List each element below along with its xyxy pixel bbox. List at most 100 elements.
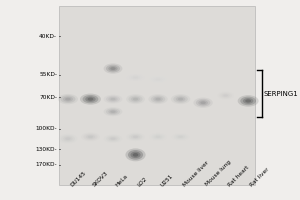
Ellipse shape	[104, 134, 122, 143]
Ellipse shape	[106, 96, 120, 102]
Ellipse shape	[148, 94, 168, 104]
Ellipse shape	[127, 74, 144, 81]
Ellipse shape	[128, 150, 143, 160]
Text: 100KD-: 100KD-	[36, 126, 57, 131]
Ellipse shape	[176, 97, 185, 102]
Ellipse shape	[61, 135, 75, 142]
Text: SKOV3: SKOV3	[92, 170, 109, 187]
Text: Mouse lung: Mouse lung	[204, 160, 232, 187]
Text: DU145: DU145	[69, 170, 87, 187]
Ellipse shape	[153, 97, 163, 102]
Ellipse shape	[223, 94, 228, 97]
Ellipse shape	[110, 138, 116, 140]
Ellipse shape	[59, 31, 77, 38]
Ellipse shape	[58, 134, 77, 143]
Ellipse shape	[151, 95, 165, 103]
Ellipse shape	[243, 98, 254, 104]
Ellipse shape	[152, 134, 165, 140]
Ellipse shape	[131, 135, 140, 139]
Ellipse shape	[81, 132, 100, 141]
Text: 55KD-: 55KD-	[39, 72, 57, 77]
Ellipse shape	[126, 94, 145, 104]
Ellipse shape	[60, 95, 76, 103]
Ellipse shape	[238, 95, 259, 107]
Ellipse shape	[126, 133, 145, 141]
Bar	[58, 6, 255, 185]
Ellipse shape	[106, 136, 120, 142]
Ellipse shape	[171, 94, 190, 104]
Ellipse shape	[125, 148, 146, 161]
Text: 170KD-: 170KD-	[36, 162, 57, 167]
Ellipse shape	[131, 76, 140, 79]
Ellipse shape	[133, 136, 138, 138]
Ellipse shape	[133, 153, 138, 157]
Ellipse shape	[83, 134, 98, 140]
Text: Rat liver: Rat liver	[250, 166, 270, 187]
Ellipse shape	[63, 97, 73, 102]
Ellipse shape	[106, 108, 120, 115]
Ellipse shape	[80, 94, 101, 105]
Ellipse shape	[61, 32, 74, 37]
Ellipse shape	[133, 77, 138, 79]
Ellipse shape	[103, 107, 122, 116]
Ellipse shape	[155, 98, 161, 101]
Ellipse shape	[88, 98, 93, 101]
Text: U251: U251	[159, 173, 174, 187]
Ellipse shape	[172, 133, 189, 141]
Ellipse shape	[133, 98, 138, 101]
Ellipse shape	[221, 94, 230, 98]
Ellipse shape	[110, 67, 116, 70]
Text: Rat heart: Rat heart	[227, 164, 250, 187]
Ellipse shape	[129, 75, 142, 80]
Ellipse shape	[65, 137, 70, 140]
Ellipse shape	[150, 76, 166, 83]
Ellipse shape	[58, 94, 78, 104]
Ellipse shape	[85, 96, 96, 102]
Ellipse shape	[178, 98, 183, 101]
Ellipse shape	[128, 95, 142, 103]
Ellipse shape	[154, 78, 162, 81]
Ellipse shape	[173, 95, 188, 103]
Ellipse shape	[108, 109, 118, 114]
Ellipse shape	[108, 66, 118, 71]
Ellipse shape	[194, 98, 213, 108]
Ellipse shape	[156, 78, 161, 80]
Ellipse shape	[65, 98, 71, 101]
Ellipse shape	[240, 97, 256, 105]
Ellipse shape	[176, 135, 185, 139]
Text: HeLa: HeLa	[114, 173, 129, 187]
Text: Mouse liver: Mouse liver	[182, 160, 210, 187]
Ellipse shape	[110, 98, 116, 100]
Ellipse shape	[174, 134, 187, 140]
Ellipse shape	[178, 136, 183, 138]
Ellipse shape	[156, 136, 161, 138]
Text: SERPING1: SERPING1	[264, 91, 298, 97]
Ellipse shape	[103, 95, 122, 104]
Ellipse shape	[217, 92, 234, 100]
Ellipse shape	[103, 63, 122, 74]
Ellipse shape	[245, 99, 251, 103]
Ellipse shape	[108, 137, 118, 141]
Text: LO2: LO2	[137, 176, 148, 187]
Ellipse shape	[130, 152, 141, 158]
Ellipse shape	[88, 136, 93, 138]
Ellipse shape	[129, 134, 142, 140]
Text: 40KD-: 40KD-	[39, 34, 57, 39]
Ellipse shape	[110, 110, 116, 113]
Ellipse shape	[108, 97, 118, 101]
Ellipse shape	[63, 136, 73, 141]
Ellipse shape	[198, 100, 208, 105]
Ellipse shape	[131, 97, 140, 102]
Text: 70KD-: 70KD-	[39, 95, 57, 100]
Ellipse shape	[65, 34, 70, 35]
Ellipse shape	[86, 135, 95, 139]
Ellipse shape	[200, 101, 206, 104]
Ellipse shape	[219, 93, 232, 99]
Ellipse shape	[196, 99, 210, 107]
Text: 130KD-: 130KD-	[36, 147, 57, 152]
Ellipse shape	[64, 33, 72, 36]
Ellipse shape	[106, 65, 120, 72]
Ellipse shape	[82, 95, 98, 103]
Ellipse shape	[149, 133, 167, 141]
Ellipse shape	[154, 135, 162, 139]
